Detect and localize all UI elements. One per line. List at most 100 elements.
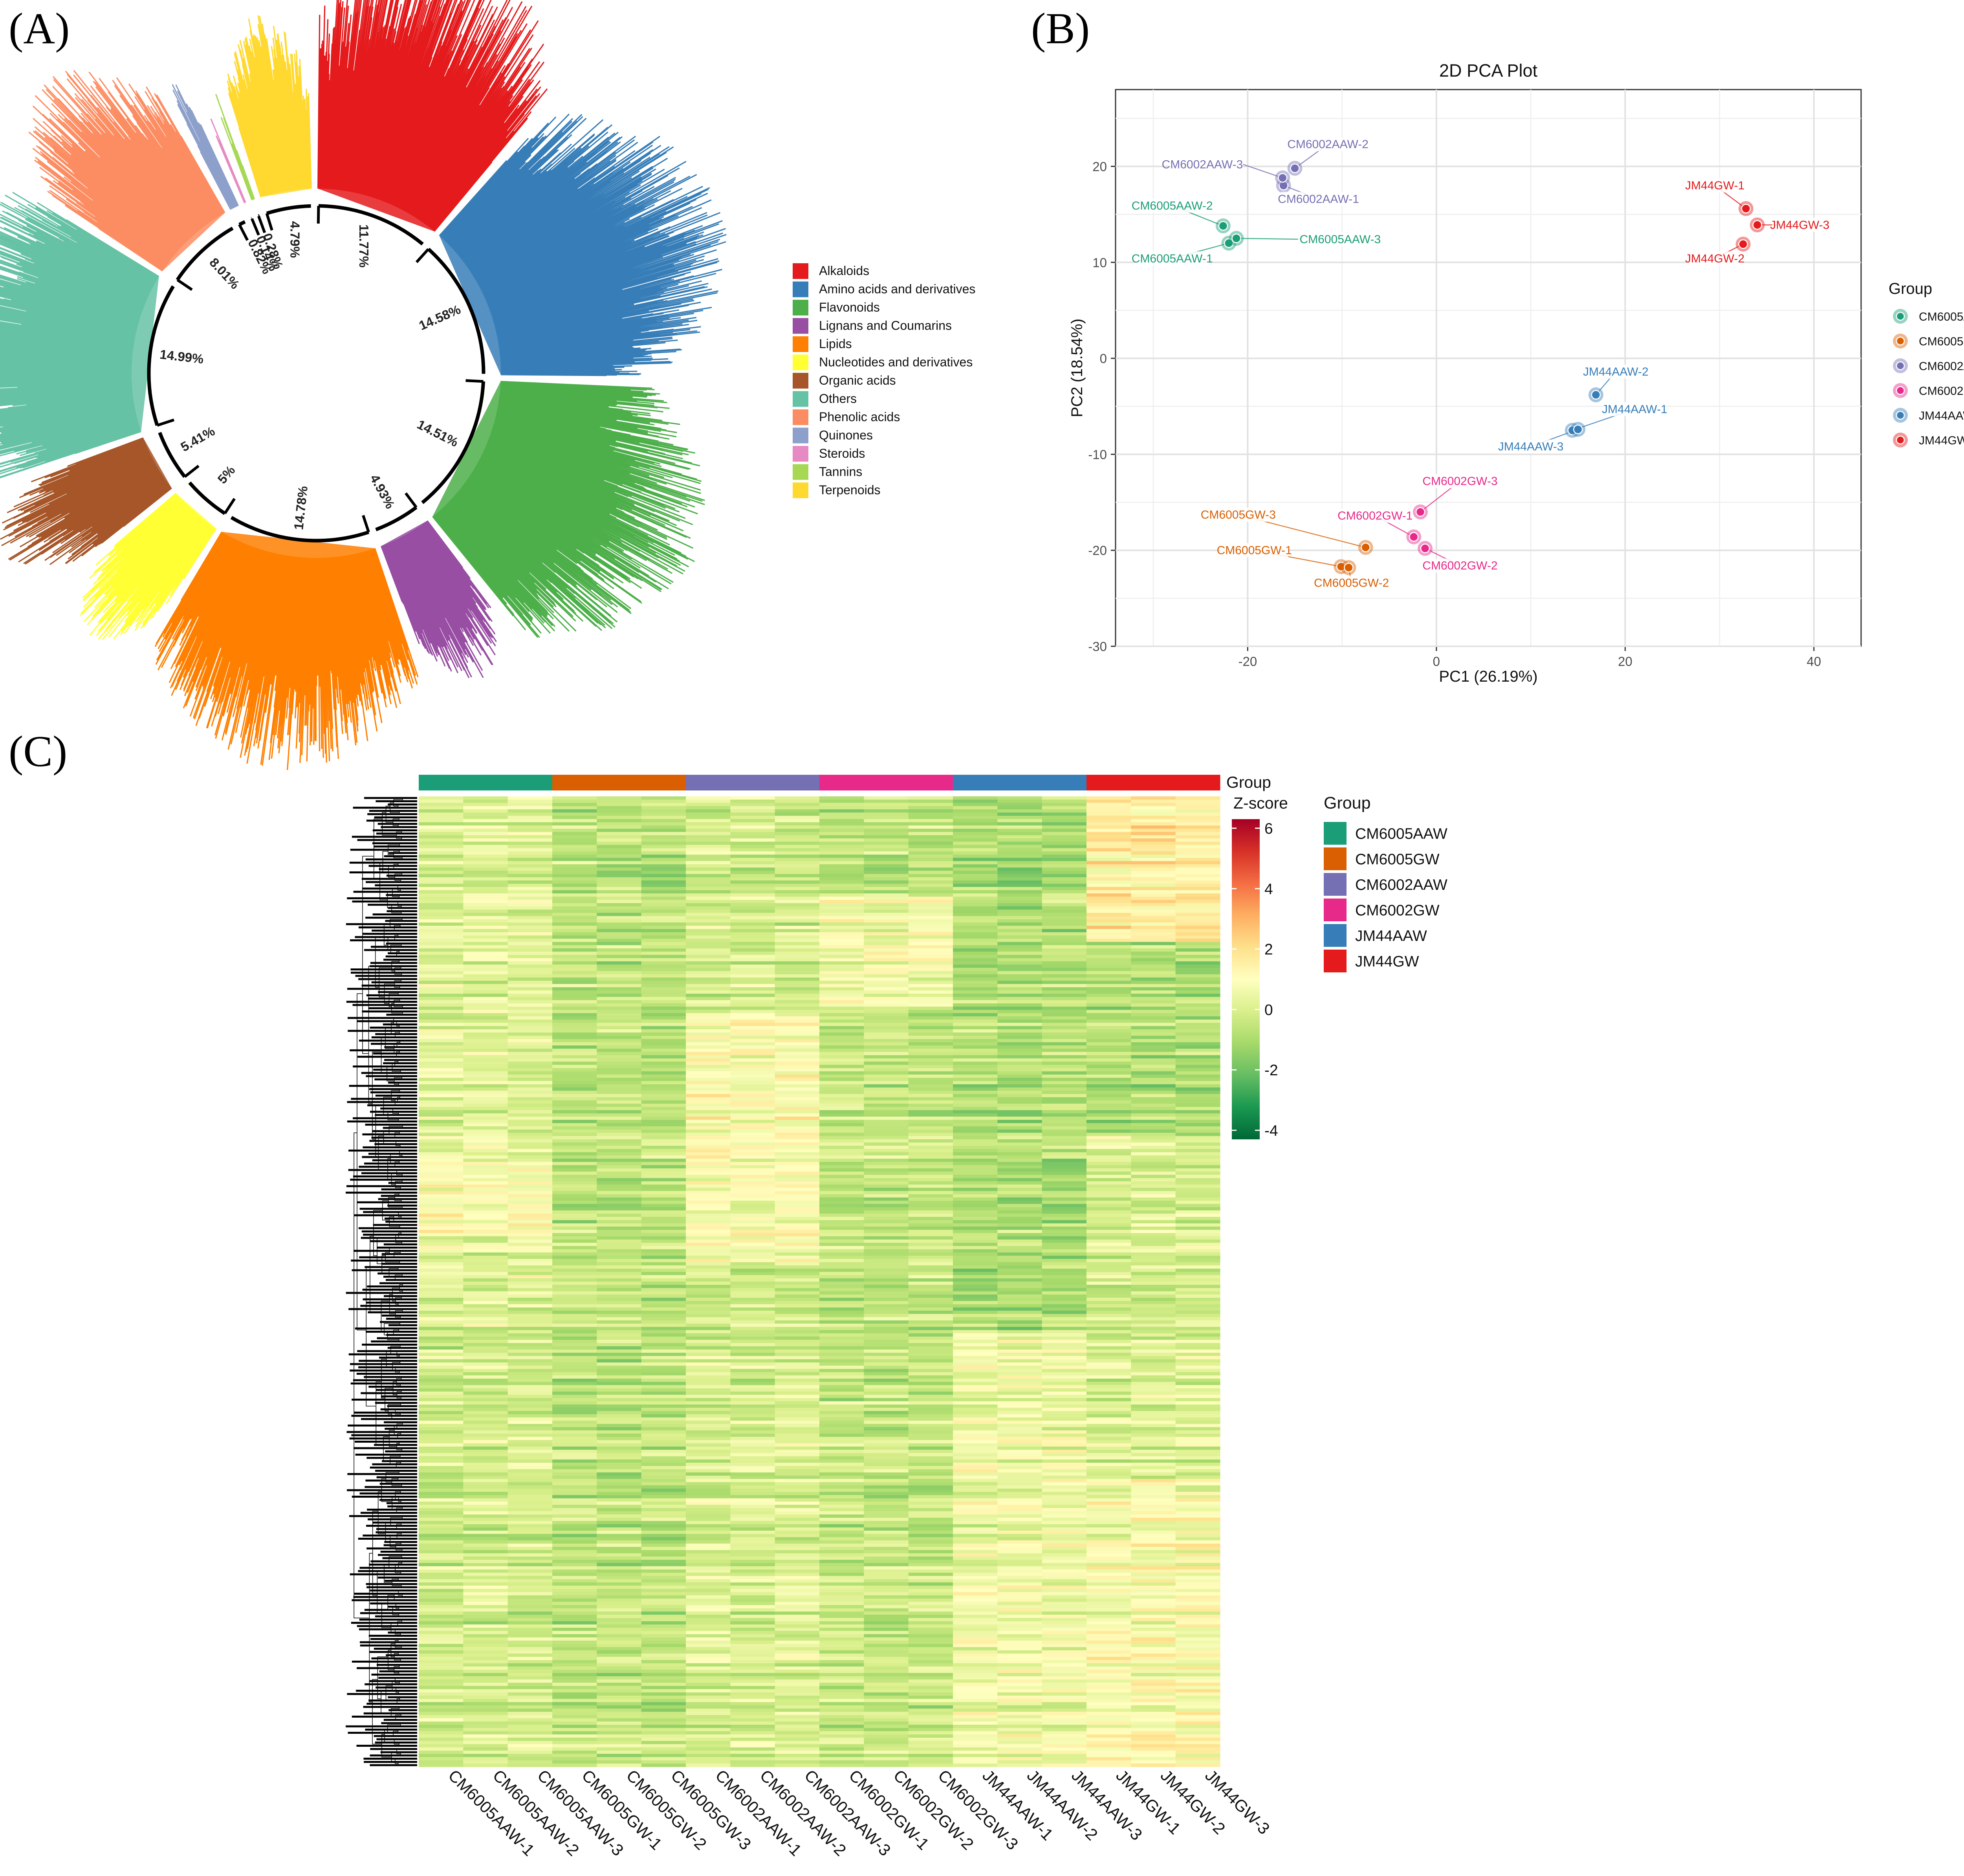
- heatmap-cell: [775, 997, 820, 1001]
- heatmap-cell: [864, 1259, 909, 1263]
- heatmap-cell: [641, 1391, 686, 1395]
- heatmap-cell: [552, 1644, 597, 1647]
- heatmap-cell: [775, 1104, 820, 1107]
- heatmap-cell: [819, 874, 864, 878]
- heatmap-cell: [463, 1543, 508, 1547]
- heatmap-cell: [597, 952, 642, 955]
- heatmap-cell: [730, 893, 775, 897]
- heatmap-cell: [953, 987, 998, 991]
- heatmap-cell: [463, 1304, 508, 1308]
- heatmap-cell: [419, 1498, 464, 1502]
- heatmap-cell: [775, 1107, 820, 1111]
- heatmap-cell: [775, 1372, 820, 1376]
- radial-percent-label: 14.51%: [415, 417, 461, 449]
- heatmap-cell: [1086, 1104, 1131, 1107]
- heatmap-cell: [1175, 1615, 1220, 1618]
- heatmap-cell: [730, 1592, 775, 1596]
- heatmap-cell: [819, 800, 864, 803]
- heatmap-cell: [1131, 1366, 1176, 1369]
- heatmap-cell: [641, 1152, 686, 1156]
- heatmap-cell: [507, 871, 553, 875]
- heatmap-cell: [1175, 1023, 1220, 1027]
- point-label: CM6005AAW-3: [1299, 233, 1381, 246]
- heatmap-cell: [864, 961, 909, 965]
- heatmap-cell: [552, 1375, 597, 1379]
- heatmap-cell: [641, 1560, 686, 1563]
- heatmap-cell: [819, 1042, 864, 1046]
- heatmap-cell: [953, 806, 998, 810]
- heatmap-cell: [463, 1032, 508, 1036]
- heatmap-cell: [1042, 1165, 1087, 1169]
- heatmap-cell: [1131, 1566, 1176, 1570]
- heatmap-cell: [552, 1007, 597, 1010]
- heatmap-cell: [552, 932, 597, 936]
- heatmap-cell: [419, 874, 464, 878]
- heatmap-cell: [775, 1543, 820, 1547]
- heatmap-cell: [419, 1227, 464, 1230]
- heatmap-cell: [730, 1227, 775, 1230]
- heatmap-cell: [597, 1097, 642, 1101]
- heatmap-cell: [1131, 1071, 1176, 1075]
- heatmap-cell: [864, 1362, 909, 1366]
- heatmap-cell: [597, 1450, 642, 1453]
- heatmap-cell: [552, 1278, 597, 1282]
- heatmap-cell: [641, 1585, 686, 1589]
- heatmap-cell: [552, 1178, 597, 1182]
- heatmap-cell: [864, 1165, 909, 1169]
- heatmap-cell: [730, 1301, 775, 1305]
- heatmap-cell: [552, 1039, 597, 1043]
- heatmap-cell: [1086, 1566, 1131, 1570]
- heatmap-cell: [1042, 1272, 1087, 1276]
- heatmap-cell: [597, 1204, 642, 1208]
- heatmap-cell: [730, 1162, 775, 1166]
- heatmap-cell: [908, 1275, 953, 1279]
- heatmap-cell: [641, 1492, 686, 1495]
- heatmap-cell: [597, 1388, 642, 1392]
- heatmap-cell: [507, 1269, 553, 1272]
- heatmap-cell: [419, 851, 464, 855]
- heatmap-cell: [730, 851, 775, 855]
- heatmap-cell: [1131, 1003, 1176, 1007]
- heatmap-cell: [419, 1133, 464, 1137]
- point-label-bg: [1204, 508, 1272, 522]
- heatmap-cell: [507, 1204, 553, 1208]
- heatmap-cell: [908, 1495, 953, 1499]
- pca-legend-label: CM6005GW: [1919, 335, 1964, 348]
- heatmap-cell: [552, 1495, 597, 1499]
- heatmap-cell: [953, 1081, 998, 1085]
- heatmap-cell: [507, 922, 553, 926]
- heatmap-cell: [864, 1152, 909, 1156]
- heatmap-cell: [597, 1495, 642, 1499]
- heatmap-cell: [641, 1356, 686, 1360]
- heatmap-cell: [1131, 1369, 1176, 1373]
- heatmap-cell: [463, 1589, 508, 1592]
- point-label: CM6002AAW-3: [1162, 158, 1243, 171]
- heatmap-cell: [908, 1330, 953, 1334]
- heatmap-cell: [730, 1097, 775, 1101]
- heatmap-cell: [997, 864, 1042, 868]
- heatmap-cell: [597, 835, 642, 839]
- heatmap-cell: [997, 1644, 1042, 1647]
- heatmap-cell: [419, 1055, 464, 1059]
- heatmap-cell: [908, 1598, 953, 1602]
- heatmap-cell: [686, 858, 731, 862]
- heatmap-cell: [997, 1369, 1042, 1373]
- heatmap-cell: [597, 1324, 642, 1327]
- legend-label: Lignans and Coumarins: [819, 319, 952, 333]
- heatmap-cell: [730, 1078, 775, 1082]
- heatmap-cell: [1131, 1472, 1176, 1476]
- heatmap-cell: [953, 1388, 998, 1392]
- heatmap-cell: [953, 1340, 998, 1344]
- heatmap-cell: [1131, 819, 1176, 823]
- heatmap-cell: [997, 1236, 1042, 1240]
- heatmap-cell: [641, 1343, 686, 1347]
- heatmap-cell: [953, 848, 998, 852]
- heatmap-cell: [507, 1113, 553, 1117]
- heatmap-cell: [864, 1417, 909, 1421]
- heatmap-cell: [419, 935, 464, 939]
- heatmap-cell: [775, 1395, 820, 1398]
- heatmap-cell: [641, 1476, 686, 1479]
- heatmap-cell: [552, 1356, 597, 1360]
- heatmap-cell: [1086, 1204, 1131, 1208]
- heatmap-cell: [463, 1592, 508, 1596]
